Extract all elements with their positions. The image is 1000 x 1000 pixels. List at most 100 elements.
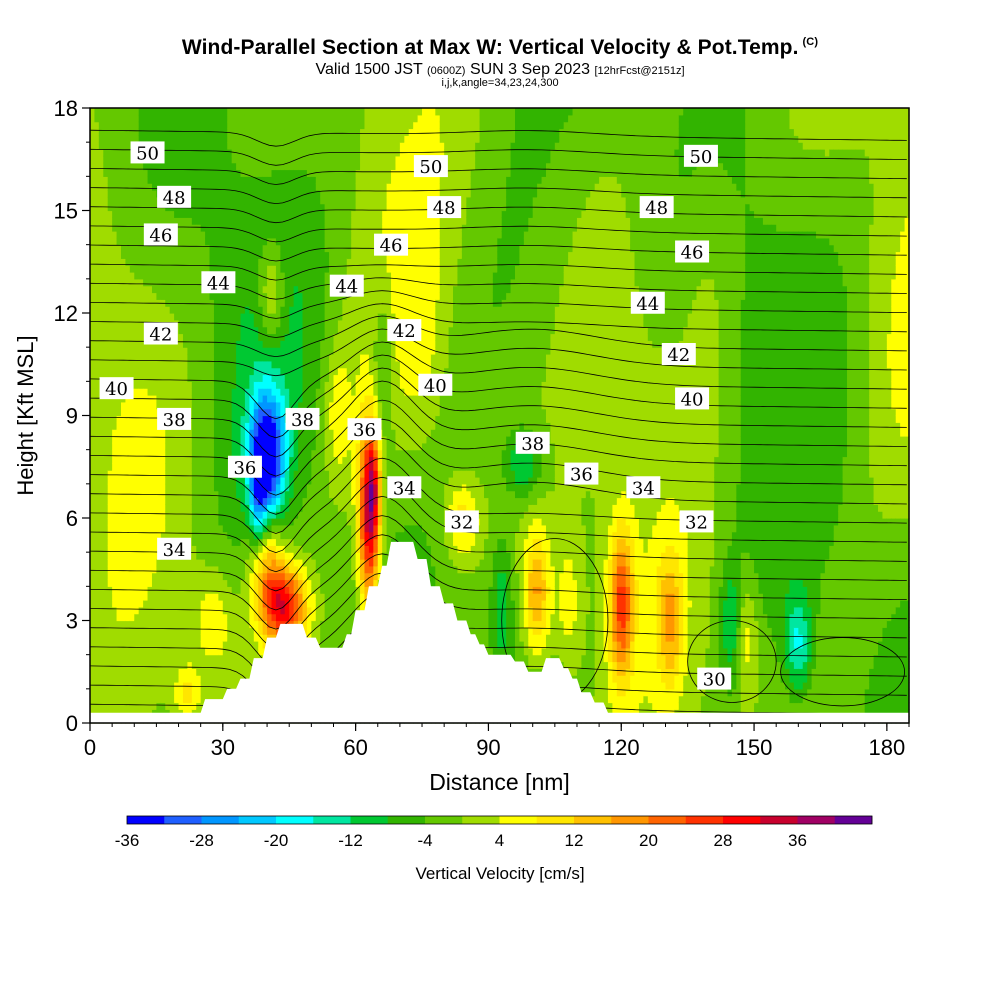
- velocity-cell: [262, 121, 268, 130]
- velocity-cell: [284, 559, 290, 567]
- velocity-cell: [187, 114, 193, 123]
- velocity-cell: [134, 285, 140, 294]
- velocity-cell: [94, 627, 100, 635]
- velocity-cell: [178, 285, 184, 294]
- velocity-cell: [236, 265, 242, 273]
- velocity-cell: [112, 634, 118, 642]
- velocity-cell: [112, 231, 118, 239]
- velocity-cell: [258, 299, 264, 307]
- velocity-cell: [90, 695, 96, 704]
- velocity-cell: [147, 627, 153, 635]
- velocity-cell: [258, 278, 264, 287]
- velocity-cell: [213, 313, 219, 321]
- velocity-cell: [103, 627, 109, 635]
- velocity-cell: [134, 306, 140, 314]
- velocity-cell: [174, 490, 180, 499]
- velocity-cell: [280, 579, 286, 587]
- velocity-cell: [103, 463, 109, 471]
- velocity-cell: [231, 169, 237, 177]
- velocity-cell: [129, 483, 135, 492]
- velocity-cell: [311, 552, 317, 560]
- velocity-cell: [306, 190, 312, 198]
- velocity-cell: [302, 114, 308, 123]
- velocity-cell: [94, 196, 100, 205]
- velocity-cell: [182, 367, 188, 376]
- velocity-cell: [306, 531, 312, 540]
- velocity-cell: [143, 176, 149, 184]
- velocity-cell: [227, 504, 233, 512]
- velocity-cell: [151, 313, 158, 321]
- velocity-cell: [107, 135, 113, 143]
- velocity-cell: [112, 128, 118, 136]
- velocity-cell: [275, 395, 281, 403]
- velocity-cell: [151, 388, 158, 396]
- velocity-cell: [107, 579, 113, 587]
- velocity-cell: [280, 360, 286, 369]
- velocity-cell: [138, 620, 144, 628]
- velocity-cell: [236, 251, 242, 259]
- velocity-cell: [222, 367, 228, 376]
- velocity-cell: [284, 285, 290, 294]
- velocity-cell: [196, 299, 202, 307]
- velocity-cell: [227, 565, 233, 574]
- velocity-cell: [267, 333, 273, 341]
- velocity-cell: [94, 135, 100, 143]
- velocity-cell: [236, 285, 242, 294]
- velocity-cell: [258, 504, 264, 512]
- velocity-cell: [218, 586, 224, 594]
- velocity-cell: [151, 497, 158, 505]
- velocity-cell: [191, 347, 197, 355]
- velocity-cell: [329, 613, 335, 622]
- velocity-cell: [249, 504, 255, 512]
- velocity-cell: [289, 340, 295, 348]
- velocity-cell: [333, 511, 339, 519]
- velocity-cell: [200, 538, 206, 546]
- velocity-cell: [262, 374, 268, 382]
- velocity-cell: [293, 504, 299, 512]
- velocity-cell: [147, 114, 153, 123]
- velocity-cell: [112, 593, 118, 601]
- velocity-cell: [275, 579, 281, 587]
- velocity-cell: [191, 518, 197, 526]
- velocity-cell: [298, 162, 304, 171]
- velocity-cell: [329, 108, 335, 116]
- velocity-cell: [236, 190, 242, 198]
- velocity-cell: [107, 313, 113, 321]
- velocity-cell: [329, 114, 335, 123]
- velocity-cell: [120, 600, 127, 608]
- velocity-cell: [209, 641, 215, 649]
- velocity-cell: [267, 155, 273, 164]
- velocity-cell: [320, 641, 326, 649]
- velocity-cell: [240, 504, 246, 512]
- velocity-cell: [249, 401, 255, 410]
- velocity-cell: [138, 449, 144, 458]
- velocity-cell: [213, 593, 219, 601]
- velocity-cell: [258, 237, 264, 246]
- velocity-cell: [306, 142, 312, 150]
- velocity-cell: [90, 176, 96, 184]
- velocity-cell: [182, 128, 188, 136]
- velocity-cell: [240, 183, 246, 191]
- velocity-cell: [187, 149, 193, 157]
- velocity-cell: [98, 333, 104, 341]
- velocity-cell: [306, 313, 312, 321]
- velocity-cell: [90, 668, 96, 676]
- velocity-cell: [222, 395, 228, 403]
- velocity-cell: [284, 306, 290, 314]
- velocity-cell: [222, 531, 228, 540]
- velocity-cell: [125, 149, 131, 157]
- velocity-cell: [306, 606, 312, 615]
- velocity-cell: [147, 593, 153, 601]
- velocity-cell: [271, 518, 277, 526]
- velocity-cell: [134, 497, 140, 505]
- velocity-cell: [147, 545, 153, 553]
- velocity-cell: [329, 620, 335, 628]
- velocity-cell: [231, 381, 237, 389]
- velocity-cell: [120, 415, 127, 423]
- velocity-cell: [302, 360, 308, 369]
- velocity-cell: [134, 169, 140, 177]
- velocity-cell: [156, 401, 162, 410]
- velocity-cell: [284, 210, 290, 218]
- velocity-cell: [218, 627, 224, 635]
- velocity-cell: [90, 552, 96, 560]
